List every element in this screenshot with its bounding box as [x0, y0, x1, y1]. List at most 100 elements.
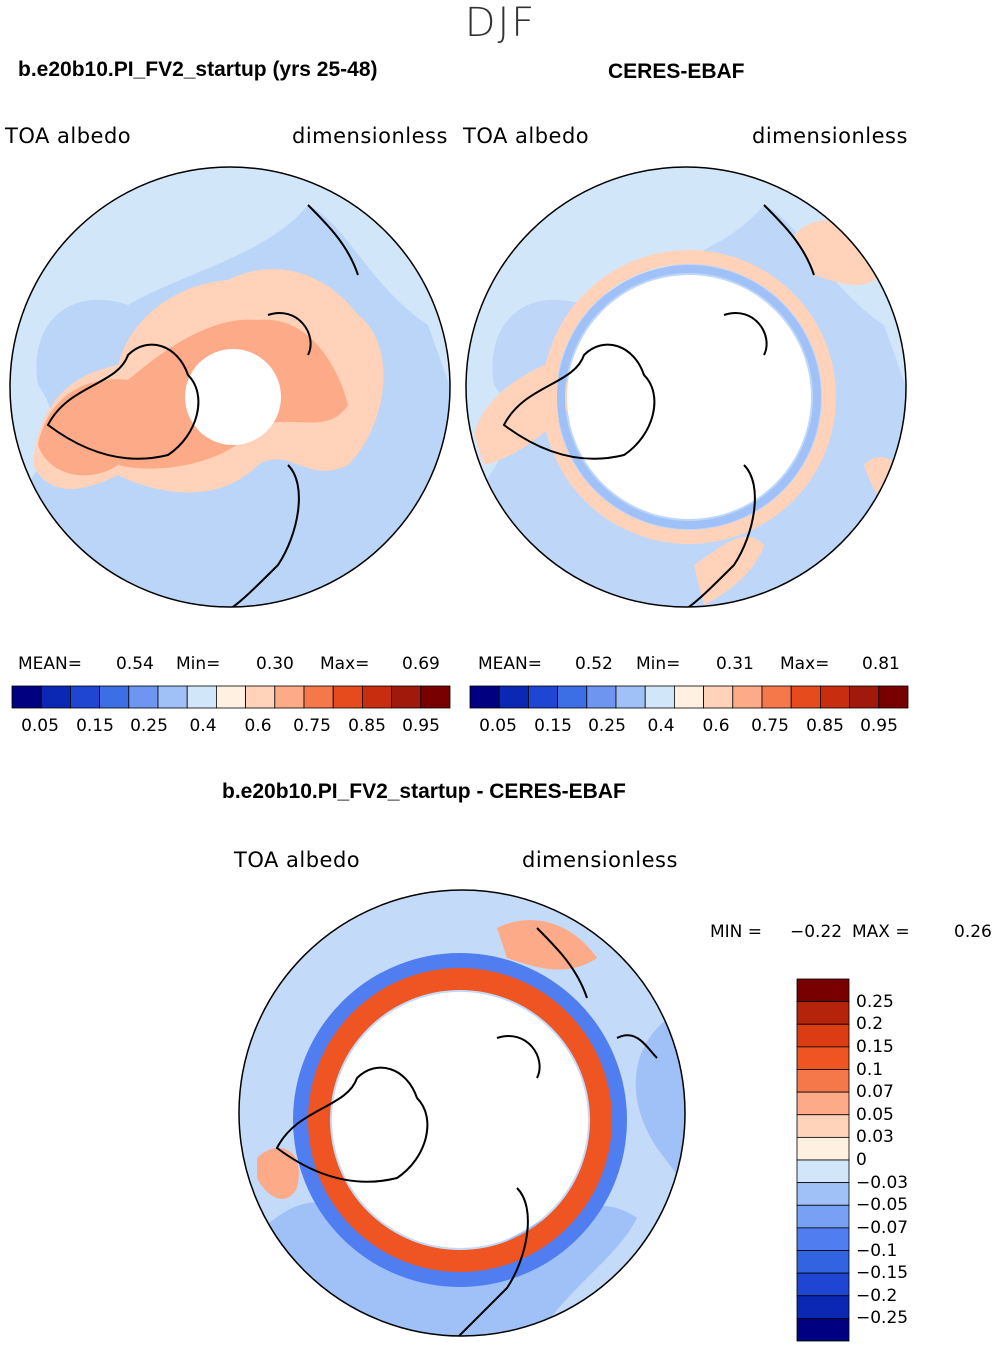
diff-colorbar-box [796, 1182, 850, 1206]
diff-colorbar-tick-label: 0.15 [856, 1036, 894, 1057]
model-colorbar-box [303, 685, 334, 709]
obs-colorbar-box [732, 685, 763, 709]
diff-variable-label: TOA albedo [234, 848, 361, 872]
model-colorbar-box [128, 685, 159, 709]
model-colorbar-tick-label: 0.95 [402, 716, 440, 736]
model-mean-label: MEAN= [18, 654, 82, 674]
diff-colorbar-tick-label: 0.2 [856, 1014, 884, 1035]
model-min-label: Min= [176, 654, 221, 674]
obs-max-value: 0.81 [862, 654, 900, 674]
model-colorbar-tick-label: 0.25 [130, 716, 168, 736]
model-colorbar-tick-label: 0.75 [293, 716, 331, 736]
model-max-label: Max= [320, 654, 370, 674]
diff-colorbar-box [796, 1136, 850, 1161]
obs-colorbar-tick-label: 0.95 [860, 716, 898, 736]
model-colorbar-box [215, 685, 246, 709]
obs-colorbar-box [761, 685, 792, 709]
diff-colorbar-tick-label: −0.05 [856, 1195, 909, 1216]
model-colorbar-box [391, 685, 422, 709]
model-colorbar-box [157, 685, 188, 709]
obs-colorbar-box [673, 685, 704, 709]
model-max-value: 0.69 [402, 654, 440, 674]
obs-colorbar-tick-label: 0.4 [647, 716, 675, 736]
diff-colorbar-tick-label: 0.25 [856, 991, 894, 1012]
model-colorbar-box [420, 685, 451, 709]
model-colorbar-box [70, 685, 101, 709]
model-min-value: 0.30 [256, 654, 294, 674]
obs-colorbar-box [498, 685, 529, 709]
diff-colorbar-tick-label: 0 [856, 1150, 867, 1170]
diff-colorbar-tick-label: 0.05 [856, 1104, 894, 1125]
model-polar-map [9, 166, 451, 608]
diff-coastlines [275, 927, 658, 1336]
obs-colorbar-tick-label: 0.85 [806, 716, 844, 736]
diff-max-value: 0.26 [954, 922, 992, 942]
diff-colorbar-box [796, 1204, 850, 1229]
obs-colorbar-box [469, 685, 500, 709]
model-panel-title: b.e20b10.PI_FV2_startup (yrs 25-48) [18, 58, 378, 81]
model-colorbar-tick-label: 0.85 [348, 716, 386, 736]
obs-colorbar-box [849, 685, 880, 709]
diff-colorbar-box [796, 1250, 850, 1274]
obs-colorbar-box [819, 685, 850, 709]
obs-colorbar-box [557, 685, 588, 709]
model-mean-value: 0.54 [116, 654, 154, 674]
diff-min-value: −0.22 [790, 922, 843, 942]
obs-min-label: Min= [636, 654, 681, 674]
diff-colorbar-box [796, 1114, 850, 1138]
diff-colorbar [796, 978, 850, 1342]
diff-colorbar-box [796, 1091, 850, 1116]
obs-max-label: Max= [780, 654, 830, 674]
obs-colorbar-box [528, 685, 559, 709]
model-map-border [9, 166, 451, 608]
obs-coastlines [502, 204, 815, 607]
model-colorbar [11, 685, 451, 709]
diff-colorbar-box [796, 1227, 850, 1251]
diff-colorbar-box [796, 1001, 850, 1025]
diff-colorbar-box [796, 1295, 850, 1319]
obs-colorbar-tick-label: 0.05 [479, 716, 517, 736]
diff-colorbar-tick-label: −0.2 [856, 1285, 898, 1306]
diff-polar-map [238, 889, 686, 1337]
obs-colorbar-box [878, 685, 909, 709]
diff-colorbar-tick-label: −0.25 [856, 1308, 909, 1329]
obs-ring-band [542, 250, 836, 544]
obs-colorbar-box [790, 685, 821, 709]
diff-missing-cap [332, 992, 588, 1248]
obs-min-value: 0.31 [716, 654, 754, 674]
obs-mean-label: MEAN= [478, 654, 542, 674]
obs-colorbar-tick-label: 0.75 [751, 716, 789, 736]
obs-colorbar-box [644, 685, 675, 709]
diff-colorbar-tick-label: 0.03 [856, 1127, 894, 1148]
diff-colorbar-tick-label: 0.07 [856, 1082, 894, 1103]
diff-min-label: MIN = [710, 922, 763, 942]
model-colorbar-box [99, 685, 130, 709]
model-colorbar-tick-label: 0.4 [189, 716, 217, 736]
model-coastlines [46, 204, 359, 607]
model-colorbar-box [245, 685, 276, 709]
obs-inner-ring [557, 265, 821, 529]
diff-colorbar-tick-label: −0.03 [856, 1172, 909, 1193]
obs-colorbar [469, 685, 909, 709]
diff-max-label: MAX = [852, 922, 910, 942]
obs-colorbar-box [615, 685, 646, 709]
diff-colorbar-box [796, 1023, 850, 1048]
diff-colorbar-tick-label: −0.07 [856, 1217, 909, 1238]
obs-colorbar-box [586, 685, 617, 709]
model-units-label: dimensionless [292, 124, 448, 148]
diff-panel-title: b.e20b10.PI_FV2_startup - CERES-EBAF [222, 780, 626, 803]
diff-colorbar-tick-label: −0.15 [856, 1263, 909, 1284]
obs-colorbar-tick-label: 0.25 [588, 716, 626, 736]
obs-panel-title: CERES-EBAF [608, 60, 745, 83]
model-colorbar-tick-label: 0.6 [244, 716, 272, 736]
diff-positive-patches [257, 919, 597, 1199]
obs-colorbar-tick-label: 0.6 [702, 716, 730, 736]
diff-colorbar-box [796, 1159, 850, 1184]
model-colorbar-tick-label: 0.15 [76, 716, 114, 736]
diff-colorbar-tick-label: −0.1 [856, 1240, 898, 1261]
model-colorbar-box [11, 685, 42, 709]
diff-colorbar-box [796, 1069, 850, 1093]
model-colorbar-box [332, 685, 363, 709]
model-missing-cap [185, 349, 281, 445]
season-title: DJF [464, 0, 537, 46]
